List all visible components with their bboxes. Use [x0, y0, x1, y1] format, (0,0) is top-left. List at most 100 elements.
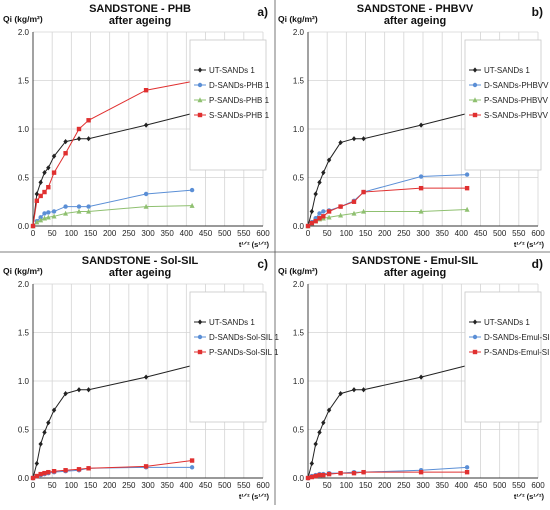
series-1: [305, 362, 470, 481]
x-tick-label: 500: [493, 481, 507, 490]
chart-title: SANDSTONE - Sol-SIL: [82, 255, 199, 267]
x-tick-label: 450: [474, 229, 488, 238]
data-point: [317, 216, 322, 221]
data-point: [313, 441, 318, 447]
data-point: [418, 122, 424, 128]
data-point: [321, 214, 326, 219]
x-tick-label: 150: [359, 229, 373, 238]
data-point: [76, 126, 82, 132]
data-point: [34, 473, 40, 479]
panel-label: c): [257, 257, 268, 271]
chart-panel-4: 0.0 0.5 1.0 1.5 2.0 0 50 100 150 200 250 300 350 400 4…: [278, 255, 550, 501]
x-tick-label: 450: [474, 481, 488, 490]
data-point: [361, 469, 366, 475]
data-point: [51, 170, 57, 175]
series-line: [307, 187, 468, 227]
data-point: [351, 210, 357, 216]
x-tick-label: 250: [122, 229, 136, 238]
x-tick-label: 600: [256, 481, 270, 490]
y-tick-label: 0.0: [293, 474, 305, 483]
data-point: [472, 334, 478, 340]
chart-title: SANDSTONE - Emul-SIL: [352, 255, 479, 267]
x-tick-label: 250: [397, 481, 411, 490]
data-point: [63, 204, 68, 209]
x-tick-label: 150: [84, 481, 98, 490]
y-tick-label: 2.0: [293, 28, 305, 37]
x-tick-label: 500: [218, 481, 232, 490]
series-3: [305, 469, 470, 481]
chart-subtitle: after ageing: [384, 15, 446, 27]
x-axis-label: t¹ᐟ² (s¹ᐟ²): [239, 240, 270, 249]
data-point: [76, 204, 82, 209]
x-tick-label: 300: [141, 229, 155, 238]
data-point: [418, 174, 424, 179]
data-point: [418, 208, 424, 214]
data-point: [197, 334, 203, 340]
legend-label: P-SANDs-Emul-SIL 1: [484, 348, 550, 357]
x-tick-label: 50: [323, 481, 332, 490]
data-point: [38, 217, 44, 223]
x-tick-label: 0: [306, 481, 311, 490]
data-point: [42, 429, 47, 436]
data-point: [86, 466, 91, 471]
data-point: [309, 474, 315, 480]
x-tick-label: 0: [306, 229, 311, 238]
x-tick-label: 500: [218, 229, 232, 238]
x-tick-label: 350: [435, 229, 449, 238]
x-tick-label: 300: [416, 229, 430, 238]
data-point: [46, 165, 51, 171]
data-point: [472, 349, 478, 355]
data-point: [464, 185, 470, 191]
x-tick-label: 100: [340, 229, 354, 238]
data-point: [326, 471, 332, 477]
data-point: [189, 202, 195, 208]
x-tick-label: 0: [31, 481, 36, 490]
x-tick-label: 200: [378, 481, 392, 490]
data-point: [51, 213, 57, 219]
series-3: [30, 202, 195, 229]
y-axis-label: Qi (kg/m²): [3, 14, 43, 24]
data-point: [197, 319, 203, 325]
series-line: [307, 174, 468, 227]
legend: UT-SANDs 1 D-SANDs-Emul-SIL 1 P-SANDs-Emul…: [464, 291, 550, 423]
data-point: [197, 112, 203, 118]
series-2: [30, 187, 195, 229]
data-point: [86, 208, 92, 214]
y-tick-label: 0.5: [293, 426, 305, 435]
x-tick-label: 550: [512, 481, 526, 490]
data-point: [326, 407, 332, 413]
series-line: [32, 460, 193, 479]
legend-label: UT-SANDs 1: [209, 66, 255, 75]
legend-label: D-SANDs-Sol-SIL 1: [209, 333, 279, 342]
chart-panel-3: 0.0 0.5 1.0 1.5 2.0 0 50 100 150 200 250 300 350 400 4…: [3, 255, 279, 501]
x-tick-label: 100: [340, 481, 354, 490]
x-tick-label: 150: [84, 229, 98, 238]
data-point: [34, 198, 40, 203]
y-tick-label: 1.5: [293, 329, 305, 338]
data-point: [313, 473, 318, 479]
data-point: [472, 112, 478, 118]
y-axis-label: Qi (kg/m²): [278, 266, 318, 276]
data-point: [38, 441, 43, 447]
legend: UT-SANDs 1 D-SANDs-PHBVV 1 P-SANDs-PHBVV 1…: [464, 39, 550, 171]
data-point: [63, 210, 69, 216]
data-point: [143, 203, 149, 209]
legend: UT-SANDs 1 D-SANDs-PHB 1 P-SANDs-PHB 1 S-SA…: [189, 39, 270, 171]
data-point: [46, 469, 51, 475]
y-tick-label: 1.5: [18, 77, 30, 86]
data-point: [30, 475, 36, 481]
data-point: [472, 82, 478, 88]
data-point: [76, 467, 82, 472]
data-point: [326, 209, 332, 214]
x-tick-label: 400: [455, 481, 469, 490]
x-tick-label: 550: [237, 481, 251, 490]
data-point: [45, 214, 51, 220]
data-point: [76, 136, 82, 142]
y-tick-label: 2.0: [18, 28, 30, 37]
legend-label: D-SANDs-Emul-SIL 1: [484, 333, 550, 342]
chart-panel-1: 0.0 0.5 1.0 1.5 2.0 0 50 100 150 200 250 300 350 400 4…: [3, 3, 270, 249]
x-axis-label: t¹ᐟ² (s¹ᐟ²): [239, 492, 270, 501]
x-tick-label: 250: [122, 481, 136, 490]
